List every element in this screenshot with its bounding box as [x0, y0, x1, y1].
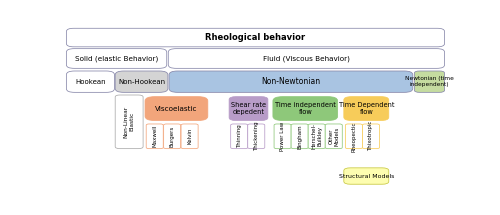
FancyBboxPatch shape — [308, 124, 325, 149]
Text: Viscoelastic: Viscoelastic — [155, 106, 198, 112]
FancyBboxPatch shape — [164, 124, 180, 149]
Text: Bingham: Bingham — [297, 124, 302, 149]
Text: Non-Linear
Elastic: Non-Linear Elastic — [124, 106, 134, 138]
FancyBboxPatch shape — [344, 168, 389, 184]
FancyBboxPatch shape — [168, 49, 444, 68]
Text: Solid (elastic Behavior): Solid (elastic Behavior) — [75, 55, 158, 62]
Text: Thickening: Thickening — [254, 121, 259, 151]
Text: Non-Newtonian: Non-Newtonian — [262, 77, 320, 86]
FancyBboxPatch shape — [66, 71, 114, 92]
FancyBboxPatch shape — [346, 124, 362, 149]
Text: Thinning: Thinning — [236, 124, 242, 148]
Text: Time independent
flow: Time independent flow — [275, 102, 336, 115]
FancyBboxPatch shape — [229, 97, 268, 120]
Text: Power Law: Power Law — [280, 122, 285, 151]
Text: Structural Models: Structural Models — [338, 174, 394, 178]
FancyBboxPatch shape — [66, 49, 166, 68]
FancyBboxPatch shape — [66, 28, 444, 47]
FancyBboxPatch shape — [169, 71, 413, 92]
FancyBboxPatch shape — [181, 124, 198, 149]
FancyBboxPatch shape — [115, 95, 143, 149]
FancyBboxPatch shape — [273, 97, 338, 120]
Text: Thixotropic: Thixotropic — [368, 121, 374, 152]
FancyBboxPatch shape — [115, 71, 168, 92]
FancyBboxPatch shape — [145, 97, 208, 120]
Text: Maxwell: Maxwell — [152, 125, 157, 147]
Text: Time Dependent
flow: Time Dependent flow — [338, 102, 394, 115]
FancyBboxPatch shape — [325, 124, 342, 149]
FancyBboxPatch shape — [362, 124, 380, 149]
FancyBboxPatch shape — [230, 124, 248, 149]
Text: Newtonian (time
independent): Newtonian (time independent) — [405, 76, 454, 87]
FancyBboxPatch shape — [344, 97, 389, 120]
Text: Rheological behavior: Rheological behavior — [206, 33, 306, 42]
Text: Non-Hookean: Non-Hookean — [118, 79, 165, 85]
FancyBboxPatch shape — [274, 124, 291, 149]
Text: Fluid (Viscous Behavior): Fluid (Viscous Behavior) — [263, 55, 350, 62]
Text: Kelvin: Kelvin — [187, 128, 192, 144]
Text: Hookean: Hookean — [75, 79, 106, 85]
FancyBboxPatch shape — [248, 124, 265, 149]
FancyBboxPatch shape — [146, 124, 163, 149]
Text: Burgers: Burgers — [170, 126, 174, 147]
FancyBboxPatch shape — [291, 124, 308, 149]
Text: Rheopectic: Rheopectic — [352, 121, 356, 152]
Text: Herschel-
Bulkley: Herschel- Bulkley — [312, 123, 322, 149]
Text: Shear rate
depedent: Shear rate depedent — [231, 102, 266, 115]
FancyBboxPatch shape — [414, 71, 444, 92]
Text: Other
Models: Other Models — [328, 127, 339, 146]
